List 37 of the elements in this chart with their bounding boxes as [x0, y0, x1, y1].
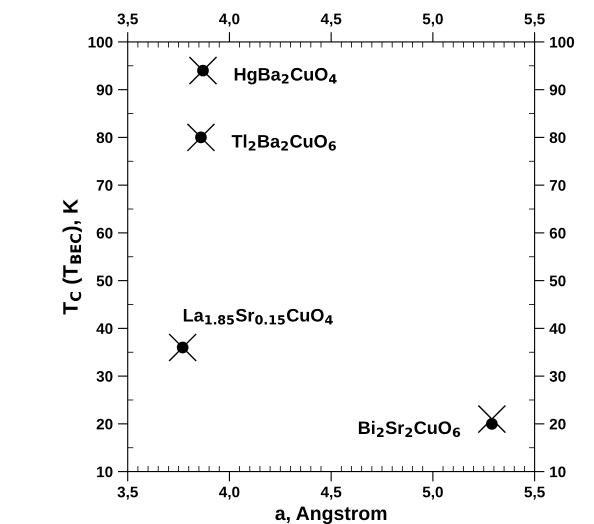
y2-tick-label: 30	[550, 370, 566, 382]
x-tick-label: 3,5	[117, 486, 138, 500]
y-tick-label: 90	[96, 84, 112, 96]
x2-tick-label: 5,0	[422, 14, 443, 27]
x-tick-label: 5,0	[422, 486, 443, 500]
x-tick-label: 4,0	[219, 486, 240, 500]
y-tick-label: 10	[97, 466, 112, 478]
x-tick-label: 4,5	[320, 486, 342, 500]
y2-tick-label: 100	[550, 36, 574, 48]
y-tick-label: 20	[96, 418, 112, 430]
annotation: Tl$_{2}$Ba$_{2}$CuO$_{6}$	[232, 134, 336, 151]
y2-tick-label: 20	[550, 418, 566, 430]
y-tick-label: 60	[96, 228, 112, 239]
annotation: Bi$_{2}$Sr$_{2}$CuO$_{6}$	[358, 420, 460, 438]
y-tick-label: 70	[96, 180, 112, 191]
y2-tick-label: 50	[550, 276, 566, 286]
y-tick-label: 40	[96, 323, 112, 334]
y-tick-label: 80	[96, 132, 112, 144]
x2-tick-label: 4,5	[320, 14, 342, 27]
annotation: La$_{1.85}$Sr$_{0.15}$CuO$_{4}$	[184, 308, 333, 325]
y-axis-title: T$_{C}$ (T$_{BEC}$), K	[62, 199, 82, 314]
y-tick-label: 30	[96, 370, 112, 382]
y2-tick-label: 70	[550, 180, 566, 191]
y2-tick-label: 60	[550, 228, 566, 239]
y2-tick-label: 90	[550, 84, 566, 96]
x-axis-title: a, Angstrom	[275, 506, 386, 524]
y2-tick-label: 80	[550, 132, 566, 144]
x2-tick-label: 5,5	[524, 14, 545, 27]
x-tick-label: 5,5	[524, 486, 545, 500]
x2-tick-label: 3,5	[117, 14, 138, 27]
y2-tick-label: 40	[549, 323, 566, 334]
y-tick-label: 100	[88, 36, 113, 48]
x2-tick-label: 4,0	[219, 14, 240, 27]
y2-tick-label: 10	[550, 466, 566, 478]
y-tick-label: 50	[96, 276, 112, 286]
annotation: HgBa$_{2}$CuO$_{4}$	[234, 68, 337, 84]
point	[478, 404, 506, 434]
